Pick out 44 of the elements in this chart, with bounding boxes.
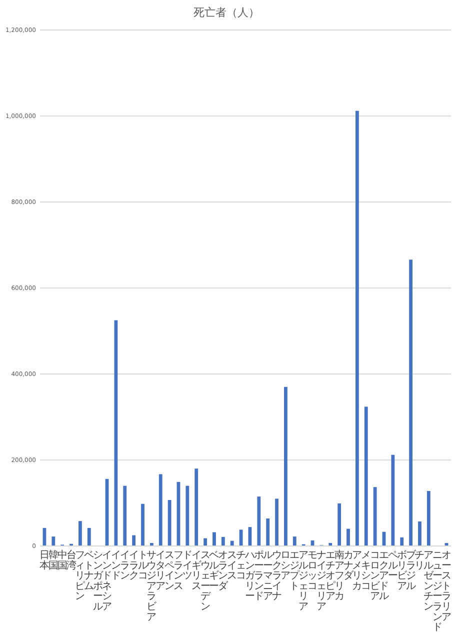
x-tick-label: トルコ	[138, 550, 148, 582]
x-tick-label: 日本	[39, 550, 50, 572]
x-tick-label: 台湾	[66, 549, 76, 572]
x-tick-label: チェコ	[236, 550, 246, 582]
x-tick-label: イタリア	[156, 550, 166, 592]
x-tick-label: ハンガリー	[244, 550, 256, 602]
x-tick-label: ウクライナ	[272, 550, 282, 602]
chart-title: 死亡者（人）	[194, 6, 260, 19]
x-tick-label: イラク	[128, 550, 139, 582]
x-tick-label: メキシコ	[361, 550, 372, 592]
x-tick-label: ニュージーランド	[432, 550, 443, 634]
x-tick-label: カナダ	[343, 550, 354, 582]
x-tick-label: インド	[110, 550, 121, 582]
x-tick-label: エクアドル	[378, 550, 389, 602]
x-tick-label: ブラジル	[406, 549, 417, 592]
x-tick-label: インドネシア	[102, 550, 112, 612]
x-tick-label: ルーマニア	[262, 550, 273, 602]
x-tick-label: スイス	[227, 550, 238, 582]
x-tick-label: ベルギー	[209, 550, 220, 592]
x-tick-label: シンガポール	[93, 550, 104, 612]
x-tick-label: チリ	[414, 550, 425, 572]
x-tick-label: スペイン	[164, 550, 175, 592]
x-tick-label: アルジェリア	[298, 550, 309, 612]
x-tick-label: 中国	[57, 549, 68, 572]
x-tick-label: アルゼンチン	[424, 550, 435, 612]
x-tick-label: エチオピア	[325, 550, 336, 602]
x-tick-label: 南アフリカ	[334, 549, 344, 602]
x-tick-label: イラン	[120, 550, 130, 582]
x-tick-label: イギリス	[191, 550, 202, 592]
x-tick-label: フランス	[173, 550, 184, 592]
x-tick-label: サウジアラビア	[146, 550, 158, 623]
x-tick-label: ペルー	[388, 550, 398, 582]
x-tick-label: フィリピン	[75, 550, 86, 602]
x-tick-label: アメリカ	[352, 550, 362, 592]
x-tick-label: オーストラリア	[442, 550, 452, 623]
x-tick-label: ボリビア	[396, 550, 408, 592]
x-tick-label: ナイジェリア	[316, 550, 326, 612]
x-tick-label: モロッコ	[308, 550, 318, 592]
x-tick-label: ベトナム	[84, 550, 94, 592]
x-tick-label: ロシア	[280, 550, 291, 582]
x-tick-label: ドイツ	[182, 550, 192, 582]
x-tick-label: ポーランド	[254, 550, 264, 602]
x-tick-label: 韓国	[48, 549, 58, 572]
x-tick-label: オランダ	[218, 550, 230, 592]
